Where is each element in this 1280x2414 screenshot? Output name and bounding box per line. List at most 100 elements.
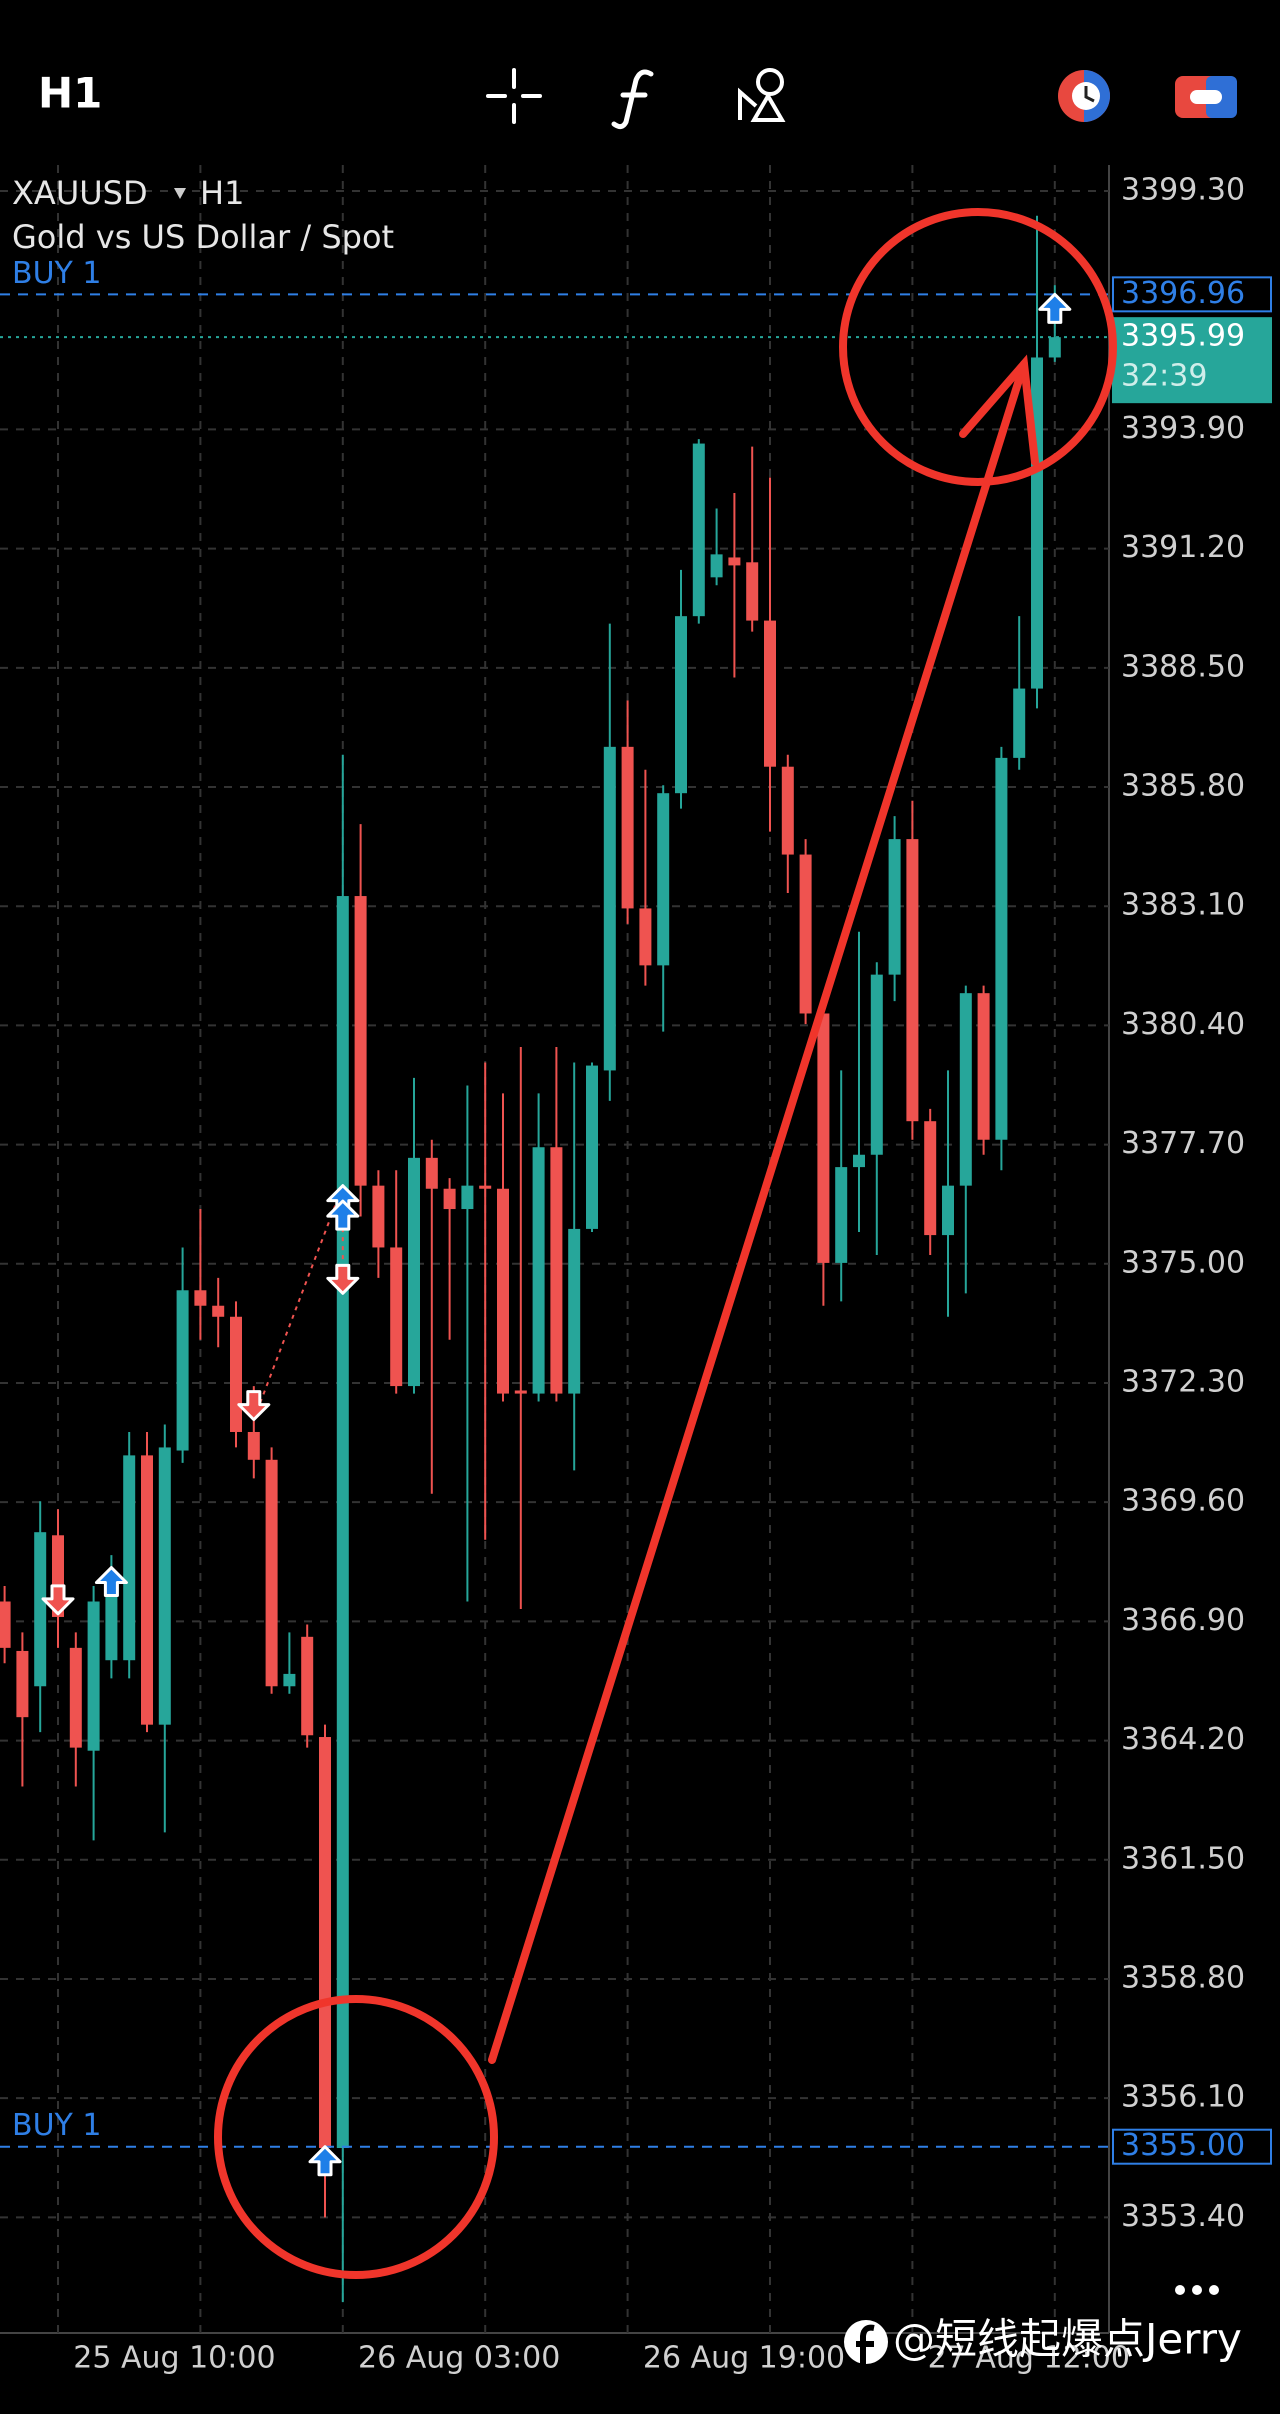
order-label: BUY 1 bbox=[12, 2108, 102, 2143]
y-tick-label: 3353.40 bbox=[1121, 2199, 1245, 2234]
account-icon[interactable] bbox=[1175, 76, 1237, 118]
candle-body bbox=[657, 793, 670, 966]
candle-body bbox=[781, 766, 794, 855]
candle-body bbox=[479, 1185, 492, 1189]
candle-body bbox=[568, 1228, 581, 1394]
candle-body bbox=[1013, 688, 1026, 758]
candle-body bbox=[301, 1636, 314, 1736]
candle-body bbox=[924, 1121, 937, 1236]
y-tick-label: 3385.80 bbox=[1121, 769, 1245, 804]
x-tick-label: 25 Aug 10:00 bbox=[73, 2341, 275, 2376]
candle-body bbox=[621, 746, 634, 909]
watermark: @短线起爆点Jerry bbox=[844, 2315, 1242, 2364]
candle-body bbox=[728, 557, 741, 566]
trade-marker bbox=[237, 1390, 271, 1422]
annotation-arrowhead bbox=[959, 354, 1039, 466]
candle-body bbox=[888, 839, 901, 975]
candle-body bbox=[283, 1673, 296, 1687]
candle-body bbox=[675, 616, 687, 794]
candle-body bbox=[372, 1185, 385, 1248]
candle-body bbox=[158, 1447, 171, 1725]
x-tick-label: 26 Aug 03:00 bbox=[358, 2341, 560, 2376]
candle-body bbox=[461, 1185, 474, 1210]
candle-body bbox=[497, 1188, 509, 1394]
y-tick-label: 3383.10 bbox=[1121, 888, 1245, 923]
candle-body bbox=[870, 974, 883, 1155]
y-tick-label: 3399.30 bbox=[1121, 173, 1245, 208]
candle-body bbox=[0, 1601, 11, 1648]
trade-marker bbox=[326, 1263, 360, 1295]
candle-body bbox=[586, 1065, 598, 1229]
symbol-dropdown-arrow[interactable] bbox=[174, 188, 186, 199]
y-tick-label: 3388.50 bbox=[1121, 649, 1245, 684]
annotation-arrow bbox=[488, 360, 1028, 2064]
candle-body bbox=[710, 554, 723, 578]
candle-body bbox=[514, 1390, 527, 1394]
candle-body bbox=[123, 1455, 136, 1661]
candle-body bbox=[336, 896, 349, 2149]
x-tick-label: 27 Aug 12:00 bbox=[928, 2341, 1130, 2376]
candle-body bbox=[799, 854, 812, 1014]
candle-body bbox=[212, 1305, 225, 1317]
candle-body bbox=[906, 839, 919, 1122]
y-tick-label: 3369.60 bbox=[1121, 1484, 1245, 1519]
indicators-icon[interactable] bbox=[611, 69, 654, 130]
trade-icon[interactable] bbox=[1058, 70, 1110, 122]
order-price-box bbox=[1112, 2128, 1272, 2165]
order-price-box bbox=[1112, 276, 1272, 313]
candle-body bbox=[105, 1593, 118, 1661]
trade-marker bbox=[1038, 292, 1072, 324]
bar-countdown: 32:39 bbox=[1121, 359, 1207, 394]
candle-body bbox=[835, 1167, 848, 1263]
candle-body bbox=[408, 1157, 420, 1387]
trade-marker bbox=[326, 1199, 360, 1231]
more-menu[interactable] bbox=[1175, 2285, 1219, 2295]
chart-plot: 3399.30 3393.90 3391.20 3388.50 3385.80 3383.… bbox=[0, 165, 1272, 2376]
watermark-logo-glyph bbox=[856, 2324, 875, 2364]
candle-body bbox=[247, 1431, 260, 1460]
order-price-label: 3396.96 bbox=[1121, 276, 1245, 311]
crosshair-icon[interactable] bbox=[486, 68, 542, 124]
symbol[interactable]: XAUUSD bbox=[12, 174, 148, 212]
objects-icon[interactable] bbox=[738, 68, 786, 122]
y-tick-label: 3372.30 bbox=[1121, 1364, 1245, 1399]
candle-body bbox=[942, 1185, 954, 1236]
chart-header: XAUUSD H1 Gold vs US Dollar / Spot bbox=[12, 174, 394, 256]
candle-body bbox=[87, 1601, 100, 1751]
candle-body bbox=[1048, 337, 1061, 358]
annotation-circle bbox=[214, 1995, 498, 2279]
candle-body bbox=[639, 908, 652, 966]
symbol-description: Gold vs US Dollar / Spot bbox=[12, 218, 394, 256]
y-tick-label: 3358.80 bbox=[1121, 1960, 1245, 1995]
y-tick-label: 3375.00 bbox=[1121, 1245, 1245, 1280]
order-label: BUY 1 bbox=[12, 256, 102, 291]
candle-body bbox=[853, 1154, 865, 1168]
toolbar: H1 bbox=[38, 68, 1237, 130]
timeframe-button[interactable]: H1 bbox=[38, 69, 102, 118]
trade-link bbox=[252, 1185, 344, 1420]
candle-body bbox=[16, 1650, 29, 1718]
candle-body bbox=[319, 1737, 331, 2149]
candle-body bbox=[176, 1290, 189, 1451]
x-tick-label: 26 Aug 19:00 bbox=[643, 2341, 845, 2376]
order-price-label: 3355.00 bbox=[1121, 2128, 1245, 2163]
current-price-label: 3395.99 bbox=[1121, 319, 1245, 354]
annotation-circle bbox=[839, 208, 1117, 486]
candle-body bbox=[390, 1247, 403, 1387]
current-price-box bbox=[1112, 317, 1272, 404]
y-tick-label: 3356.10 bbox=[1121, 2080, 1245, 2115]
candle-body bbox=[603, 746, 616, 1071]
candle-body bbox=[425, 1157, 438, 1189]
candle-body bbox=[692, 443, 705, 617]
y-tick-label: 3366.90 bbox=[1121, 1603, 1245, 1638]
candle-body bbox=[230, 1316, 242, 1432]
y-tick-label: 3364.20 bbox=[1121, 1722, 1245, 1757]
candle-body bbox=[532, 1147, 545, 1394]
y-tick-label: 3391.20 bbox=[1121, 530, 1245, 565]
candle-body bbox=[194, 1290, 207, 1306]
trade-marker bbox=[94, 1566, 128, 1598]
candle-body bbox=[959, 993, 972, 1186]
candle-body bbox=[977, 993, 990, 1140]
